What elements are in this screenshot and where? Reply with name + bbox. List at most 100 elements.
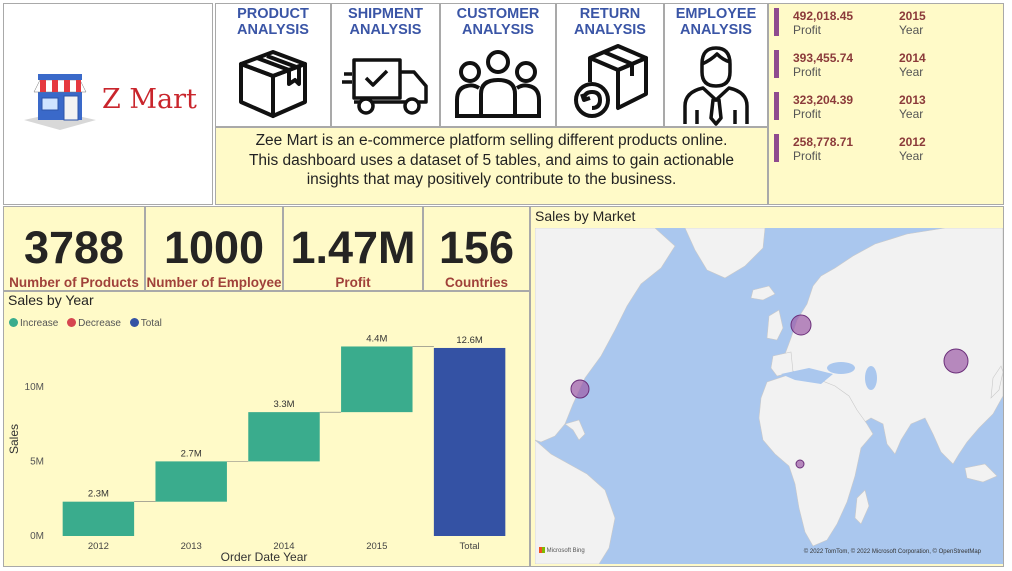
waterfall-bar-2013 [155,461,227,502]
data-label: 12.6M [456,335,482,346]
yearly-profit-item: 323,204.39 Profit 2013 Year [774,91,999,131]
x-tick-label: 2013 [181,541,202,552]
logo-panel: Z Mart [3,3,213,205]
profit-label: Profit [793,107,822,121]
kpi-value: 1.47M [290,222,416,273]
kpi-label: Number of Employee [146,275,282,290]
nav-label: SHIPMENT ANALYSIS [348,6,423,38]
kpi-card-products: 3788 Number of Products [3,206,145,291]
waterfall-bar-2015 [341,346,413,413]
store-icon [24,74,96,130]
sales-by-year-panel[interactable]: Sales by Year Increase Decrease Total 0M… [3,291,530,567]
legend-item-total[interactable]: Total [129,318,162,329]
profit-value: 393,455.74 [793,51,854,65]
waterfall-bar-2012 [62,501,135,536]
year-label: Year [899,107,924,121]
accent-bar [774,134,779,162]
yearly-profit-item: 258,778.71 Profit 2012 Year [774,133,999,173]
market-bubble-africa[interactable] [795,459,805,469]
africa-landmass [758,373,874,547]
market-bubble-us[interactable] [570,379,590,399]
data-label: 4.4M [366,333,387,344]
accent-bar [774,92,779,120]
greenland-landmass [684,228,766,279]
nav-label: CUSTOMER ANALYSIS [456,6,540,38]
year-label: Year [899,23,924,37]
kpi-label: Countries [444,275,508,290]
kpi-value: 1000 [163,222,265,273]
kpi-card-countries: 156 Countries [423,206,530,291]
market-bubble-europe[interactable] [790,314,812,336]
x-tick-label: 2014 [273,541,294,552]
profit-label: Profit [793,65,822,79]
data-label: 3.3M [273,399,294,410]
legend-dot [67,318,77,327]
x-tick-label: 2012 [88,541,109,552]
z-mart-logo: Z Mart [20,68,200,138]
profit-value: 258,778.71 [793,135,854,149]
north-america-landmass [535,228,676,443]
nav-product-analysis[interactable]: PRODUCT ANALYSIS [215,3,331,127]
people-group-icon [455,50,541,118]
x-tick-label: 2015 [366,541,387,552]
year-label: Year [899,65,924,79]
nav-label: EMPLOYEE ANALYSIS [675,6,757,38]
nav-return-analysis[interactable]: RETURN ANALYSIS [556,3,664,127]
microsoft-logo-icon [539,547,545,553]
profit-label: Profit [793,23,822,37]
year-label: Year [899,149,924,163]
sales-by-market-panel[interactable]: Sales by Market [530,206,1004,567]
accent-bar [774,50,779,78]
y-axis-title: Sales [7,424,21,454]
map-attribution[interactable]: © 2022 TomTom, © 2022 Microsoft Corporat… [803,549,981,555]
nav-label: PRODUCT ANALYSIS [237,6,309,38]
kpi-card-employees: 1000 Number of Employee [145,206,283,291]
y-tick-label: 5M [30,456,44,467]
yearly-profit-panel: 492,018.45 Profit 2015 Year 393,455.74 P… [768,3,1004,205]
box-icon [239,50,307,118]
kpi-label: Number of Products [9,275,139,290]
data-label: 2.7M [181,448,202,459]
x-tick-label: Total [460,541,480,552]
profit-label: Profit [793,149,822,163]
kpi-value: 3788 [23,222,125,273]
y-tick-label: 0M [30,531,44,542]
market-bubble-asia-pacific[interactable] [943,348,969,374]
chart-legend: Increase Decrease Total [9,318,168,329]
x-axis-title: Order Date Year [221,550,308,564]
kpi-card-profit: 1.47M Profit [283,206,423,291]
yearly-profit-item: 492,018.45 Profit 2015 Year [774,7,999,47]
chart-title: Sales by Market [535,208,636,224]
kpi-value: 156 [438,222,515,273]
profit-value: 323,204.39 [793,93,854,107]
year-value: 2013 [899,93,926,107]
bing-logo: Microsoft Bing [539,547,585,554]
waterfall-chart: 0M 5M 10M Sales Order Date Year 2.3M 2012 2.7M 2… [7,333,506,564]
legend-item-decrease[interactable]: Decrease [67,318,121,329]
nav-label: RETURN ANALYSIS [574,6,646,38]
return-box-icon [574,44,648,118]
kpi-label: Profit [335,275,371,290]
description-text: Zee Mart is an e-commerce platform selli… [248,132,735,188]
description-panel: Zee Mart is an e-commerce platform selli… [215,127,768,205]
data-label: 2.3M [88,489,109,500]
profit-value: 492,018.45 [793,9,854,23]
chart-title: Sales by Year [8,292,94,308]
nav-shipment-analysis[interactable]: SHIPMENT ANALYSIS [331,3,440,127]
legend-item-increase[interactable]: Increase [9,318,58,329]
delivery-truck-icon [341,58,428,115]
nav-customer-analysis[interactable]: CUSTOMER ANALYSIS [440,3,556,127]
legend-dot [129,318,139,327]
nav-employee-analysis[interactable]: EMPLOYEE ANALYSIS [664,3,768,127]
yearly-profit-item: 393,455.74 Profit 2014 Year [774,49,999,89]
south-america-landmass [535,439,616,564]
waterfall-bar-total [433,347,506,536]
year-value: 2012 [899,135,926,149]
employee-icon [683,46,749,126]
legend-dot [9,318,18,327]
logo-text: Z Mart [102,84,197,115]
waterfall-bar-2014 [248,412,320,462]
world-map[interactable] [535,228,1003,564]
year-value: 2014 [899,51,926,65]
y-tick-label: 10M [25,382,44,393]
